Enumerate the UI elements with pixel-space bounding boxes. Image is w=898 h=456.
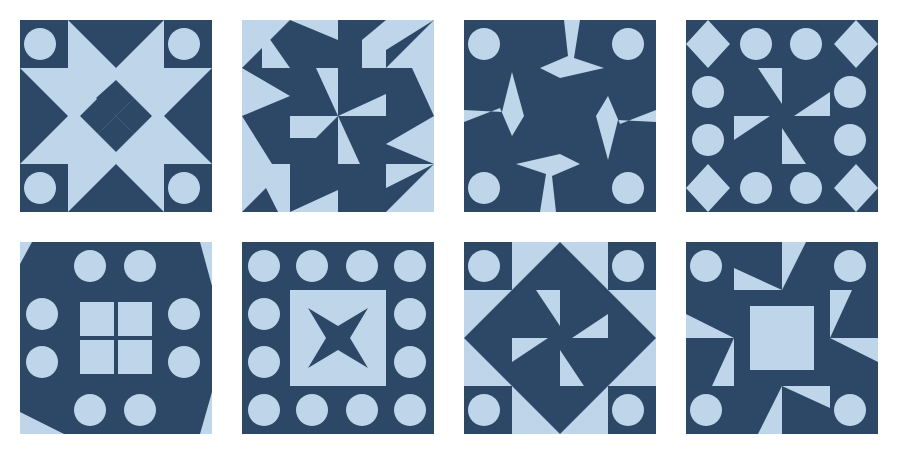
quilt-tile-star-circles bbox=[242, 242, 434, 434]
quilt-tile-square-pinwheel bbox=[686, 242, 878, 434]
quilt-tile-diamond-square bbox=[20, 20, 212, 212]
quilt-tile-arrows bbox=[464, 20, 656, 212]
quilt-tile-octagon bbox=[20, 242, 212, 434]
quilt-tile-diamonds-circles bbox=[686, 20, 878, 212]
quilt-tile-pinwheel bbox=[242, 20, 434, 212]
quilt-tile-diamond-pinwheel bbox=[464, 242, 656, 434]
